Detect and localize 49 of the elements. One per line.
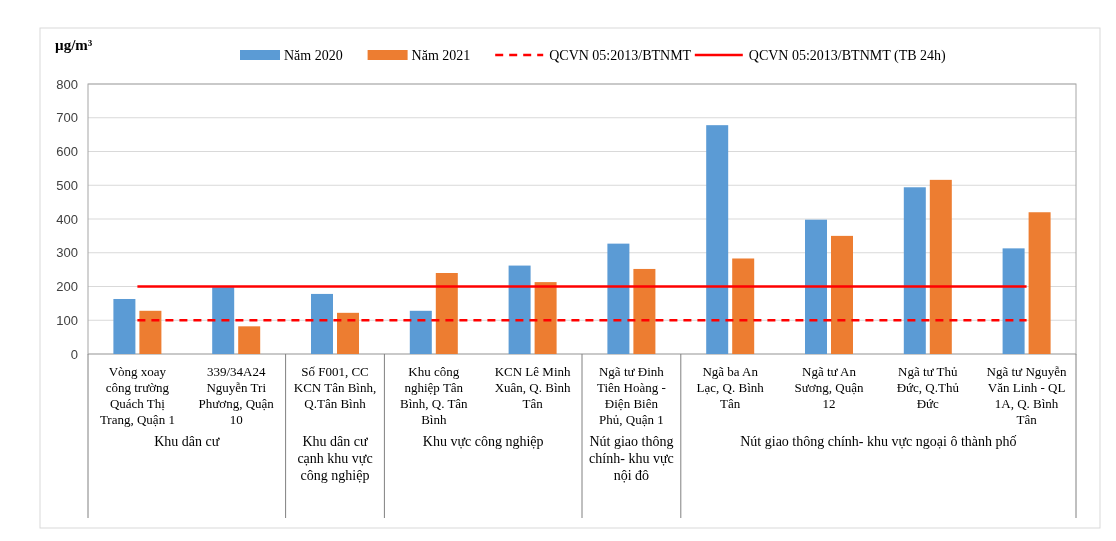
x-tick-label: Ngã tư Nguyễn Văn Linh - QL 1A, Q. Bình Tân (986, 364, 1068, 427)
y-tick-label: 300 (56, 245, 78, 261)
x-tick-label: Khu công nghiệp Tân Bình, Q. Tân Bình (399, 364, 469, 427)
y-tick-label: 600 (56, 144, 78, 160)
bar (311, 293, 333, 354)
x-tick-label: KCN Lê Minh Xuân, Q. Bình Tân (494, 364, 572, 411)
y-tick-label: 400 (56, 211, 78, 227)
x-tick-label: Số F001, CC KCN Tân Bình, Q.Tân Bình (293, 364, 377, 411)
y-tick-label: 500 (56, 177, 78, 193)
legend-label: Năm 2021 (411, 47, 471, 63)
legend-label: Năm 2020 (284, 47, 343, 63)
bar (113, 298, 136, 354)
bar (805, 219, 827, 354)
bar (903, 187, 926, 354)
x-tick-label: Ngã tư An Sương, Quận 12 (794, 364, 864, 411)
text: Nút giao thông chính- khu vực ngoại ô thành phố (740, 434, 1017, 449)
text: Khu vực công nghiệp (422, 434, 544, 449)
bar (706, 125, 729, 354)
y-tick-label: 0 (70, 346, 78, 362)
bar (238, 326, 261, 354)
bar (212, 287, 235, 354)
bar (1028, 212, 1051, 354)
y-tick-label: 800 (56, 76, 78, 92)
bar (607, 243, 630, 354)
bar (409, 310, 432, 354)
y-tick-label: 200 (56, 279, 78, 295)
bar (831, 235, 853, 354)
bar (534, 282, 557, 354)
x-tick-label: Vòng xoay công trường Quách Thị Trang, Quận 1 (99, 364, 175, 427)
text: Khu dân cư (154, 434, 220, 449)
bar (508, 265, 531, 354)
x-tick-label: Ngã tư Đinh Tiên Hoàng - Điện Biên Phủ, Quận 1 (596, 364, 666, 427)
bar (732, 258, 755, 354)
x-tick-label: Ngã ba An Lạc, Q. Bình Tân (696, 364, 765, 411)
text: Khu dân cư cạnh khu vực công nghiệp (297, 434, 373, 483)
legend-label: QCVN 05:2013/BTNMT (549, 47, 692, 63)
bar (1002, 248, 1025, 354)
bar (337, 312, 359, 354)
legend-label: QCVN 05:2013/BTNMT (TB 24h) (748, 47, 947, 64)
bar (435, 273, 458, 354)
bar (929, 179, 952, 354)
bar (139, 310, 162, 354)
x-tick-label: Ngã tư Thủ Đức, Q.Thủ Đức (896, 364, 960, 411)
y-tick-label: 100 (56, 312, 78, 328)
y-tick-label: 700 (56, 110, 78, 126)
bar (633, 268, 656, 354)
x-tick-label: 339/34A24 Nguyễn Tri Phương, Quận 10 (198, 364, 275, 427)
text: Nút giao thông chính- khu vực nội đô (589, 434, 674, 483)
y-axis-title: µg/m³ (55, 37, 93, 53)
